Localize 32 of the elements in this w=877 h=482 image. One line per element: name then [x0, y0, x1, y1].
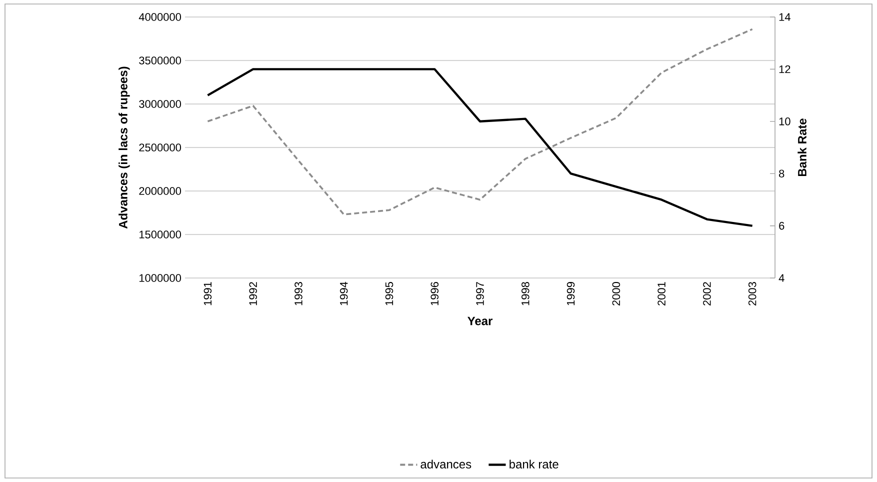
x-tick-label: 1992	[249, 282, 257, 306]
x-tick-label: 2003	[748, 282, 756, 306]
y2-tick-label: 6	[779, 222, 784, 230]
y-tick-label: 2000000	[139, 187, 182, 195]
y2-axis-title: Bank Rate	[798, 118, 806, 176]
y-axis-title: Advances (in lacs of rupees)	[118, 66, 130, 229]
x-tick-label: 1998	[522, 282, 530, 306]
legend-label: advances	[420, 460, 472, 468]
y-tick-label: 1000000	[139, 274, 182, 282]
x-tick-label: 2001	[658, 282, 666, 306]
y-tick-label: 1500000	[139, 230, 182, 238]
x-tick-label: 1995	[385, 282, 394, 306]
y-tick-label: 4000000	[138, 13, 182, 21]
line-series	[206, 28, 754, 216]
y2-tick-label: 4	[778, 274, 784, 282]
x-axis-title: Year	[468, 316, 492, 326]
x-tick-label: 2002	[703, 282, 711, 306]
x-tick-label: 1997	[476, 282, 484, 306]
y2-tick-label: 12	[779, 65, 790, 74]
y-tick-label: 2500000	[139, 144, 182, 152]
x-tick-label: 1994	[340, 282, 348, 306]
y-tick-label: 3500000	[139, 56, 182, 64]
legend-label: bank rate	[510, 460, 558, 468]
x-tick-label: 1991	[204, 282, 212, 306]
x-tick-label: 1999	[566, 282, 575, 306]
y2-tick-label: 8	[779, 170, 784, 178]
y-tick-label: 3000000	[139, 100, 182, 108]
x-tick-label: 1993	[294, 282, 302, 306]
y2-tick-label: 10	[779, 118, 790, 126]
x-tick-label: 1996	[430, 282, 439, 306]
x-tick-label: 2000	[612, 282, 620, 306]
y2-tick-label: 14	[779, 13, 790, 21]
